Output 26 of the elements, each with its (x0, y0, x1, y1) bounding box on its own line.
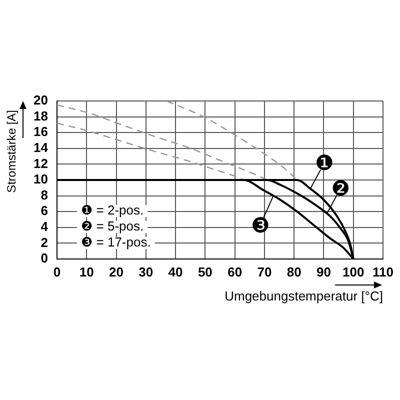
y-tick-label: 10 (34, 172, 48, 187)
y-tick-label: 20 (34, 92, 48, 108)
x-tick-label: 0 (53, 264, 61, 280)
y-tick-label: 12 (34, 156, 48, 171)
x-tick-label: 40 (168, 264, 183, 280)
annotation: ❶ (314, 152, 334, 176)
y-tick-label: 8 (40, 187, 48, 202)
x-tick-label: 30 (138, 264, 154, 280)
y-axis-title: Stromstärke [A] (4, 110, 18, 193)
x-tick-label: 20 (109, 264, 124, 280)
y-tick-label: 14 (34, 140, 49, 155)
x-tick-label: 110 (372, 264, 394, 280)
x-tick-label: 70 (257, 264, 272, 280)
y-tick-label: 16 (34, 124, 48, 140)
x-tick-label: 100 (342, 264, 364, 280)
y-tick-label: 4 (40, 218, 49, 234)
x-tick-label: 80 (286, 264, 302, 280)
y-tick-label: 2 (40, 234, 48, 250)
y-tick-label: 0 (40, 250, 48, 266)
x-tick-label: 60 (228, 264, 242, 280)
x-axis-title: Umgebungstemperatur [°C] (224, 288, 383, 304)
y-tick-label: 6 (40, 203, 48, 218)
x-tick-label: 10 (79, 264, 94, 280)
x-tick-label: 50 (198, 264, 212, 280)
x-tick-label: 90 (316, 264, 331, 280)
y-tick-label: 18 (34, 108, 48, 124)
